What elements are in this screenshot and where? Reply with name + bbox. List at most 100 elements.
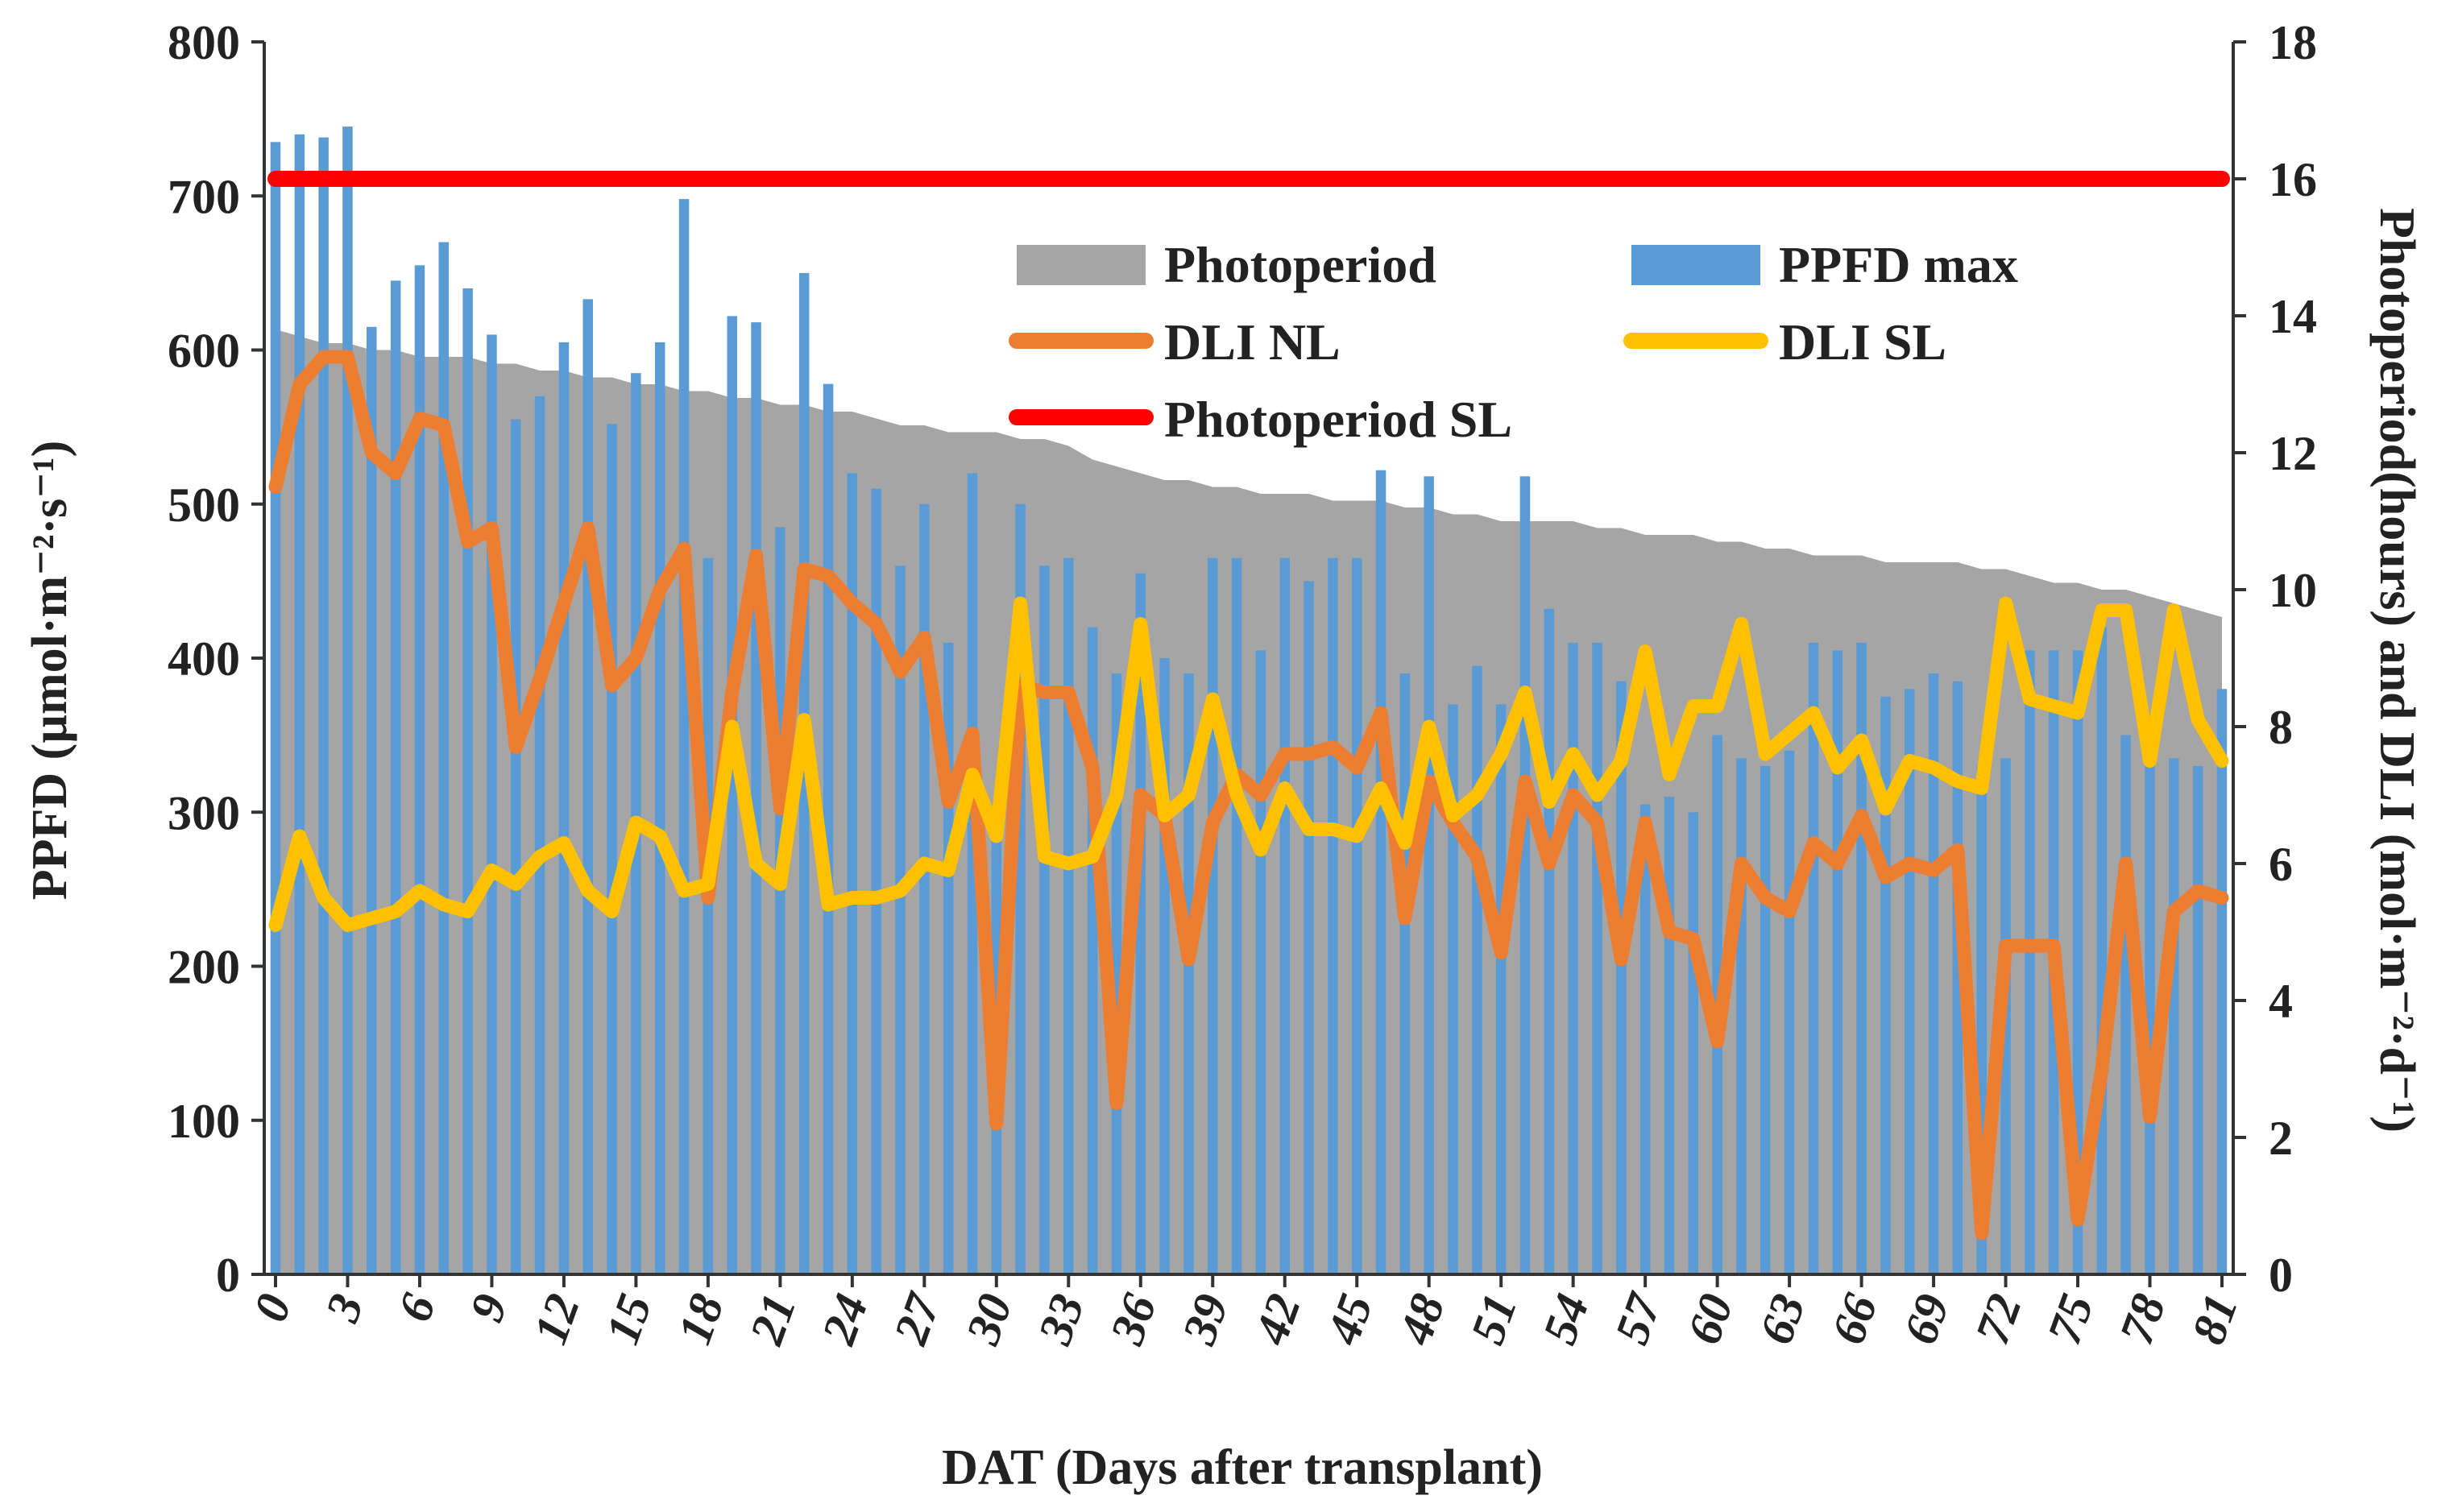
- ppfd-max-bar: [1856, 642, 1867, 1274]
- ppfd-max-bar: [1592, 642, 1602, 1274]
- x-tick-label: 6: [388, 1287, 446, 1328]
- ppfd-max-bar: [270, 142, 281, 1274]
- legend-entry-ppfd-max: PPFD max: [1631, 236, 2018, 293]
- x-tick-label: 69: [1893, 1287, 1960, 1351]
- ppfd-max-bar: [1688, 812, 1698, 1275]
- x-tick-label: 3: [315, 1287, 374, 1329]
- ppfd-max-bar: [1880, 696, 1891, 1274]
- ppfd-max-bar: [1279, 557, 1290, 1274]
- ppfd-max-bar: [1905, 689, 1915, 1275]
- x-tick-label: 42: [1244, 1287, 1311, 1352]
- ppfd-max-bar: [1208, 557, 1218, 1274]
- ppfd-max-bar: [847, 473, 858, 1274]
- right-y-tick-label: 12: [2269, 427, 2317, 480]
- ppfd-max-bar: [1519, 476, 1531, 1274]
- right-y-tick-label: 14: [2269, 290, 2317, 343]
- x-tick-label: 15: [595, 1287, 662, 1351]
- right-y-tick-label: 2: [2269, 1112, 2293, 1165]
- legend-label-photoperiod: Photoperiod: [1164, 236, 1436, 293]
- left-y-tick-label: 700: [168, 170, 240, 223]
- x-tick-label: 36: [1100, 1287, 1167, 1352]
- left-y-tick-label: 400: [168, 632, 240, 686]
- ppfd-max-bar: [294, 134, 305, 1275]
- ppfd-max-bar: [871, 488, 881, 1274]
- ppfd-max-bar: [2120, 735, 2131, 1274]
- ppfd-max-bar: [318, 137, 329, 1275]
- x-tick-label: 78: [2109, 1287, 2176, 1351]
- legend-entry-dli-sl: DLI SL: [1623, 313, 1946, 371]
- ppfd-max-bar: [534, 396, 545, 1274]
- left-y-tick-label: 300: [168, 786, 240, 839]
- ppfd-max-bar: [1448, 704, 1458, 1274]
- legend-swatch-photoperiod: [1017, 245, 1146, 285]
- ppfd-max-bar: [607, 424, 617, 1274]
- x-axis-title: DAT (Days after transplant): [942, 1440, 1543, 1495]
- left-y-tick-label: 200: [168, 941, 240, 994]
- ppfd-max-bar: [1255, 650, 1266, 1274]
- ppfd-max-bar: [2145, 750, 2155, 1275]
- ppfd-max-bar: [414, 265, 425, 1274]
- x-tick-label: 63: [1749, 1287, 1816, 1351]
- ppfd-max-bar: [775, 527, 785, 1274]
- right-y-tick-label: 18: [2269, 16, 2317, 69]
- ppfd-max-bar: [1352, 557, 1362, 1274]
- left-y-tick-label: 500: [168, 478, 240, 532]
- x-tick-label: 81: [2182, 1287, 2249, 1351]
- left-y-tick-label: 0: [216, 1249, 240, 1302]
- ppfd-max-bar: [727, 316, 737, 1274]
- ppfd-max-bar: [703, 557, 714, 1274]
- x-tick-label: 9: [459, 1287, 517, 1328]
- x-tick-label: 12: [524, 1287, 591, 1351]
- plot-area: [267, 126, 2230, 1275]
- ppfd-max-bar: [1231, 557, 1242, 1274]
- x-tick-label: 30: [955, 1287, 1022, 1352]
- legend-entry-photoperiod: Photoperiod: [1017, 236, 1436, 293]
- ppfd-max-bar: [2169, 758, 2179, 1274]
- ppfd-max-bar: [1183, 673, 1194, 1274]
- ppfd-max-bar: [2192, 765, 2203, 1274]
- ppfd-max-bar: [1664, 797, 1675, 1274]
- x-tick-label: 27: [884, 1286, 951, 1352]
- x-tick-label: 21: [740, 1287, 806, 1352]
- x-tick-label: 60: [1677, 1287, 1743, 1351]
- ppfd-max-bar: [1760, 765, 1771, 1274]
- ppfd-max-bar: [1928, 673, 1939, 1274]
- x-tick-label: 45: [1316, 1287, 1383, 1352]
- ppfd-max-bar: [1544, 608, 1555, 1274]
- right-y-tick-label: 10: [2269, 564, 2317, 617]
- x-tick-label: 48: [1388, 1287, 1455, 1352]
- dli-sl-line: [268, 596, 2229, 932]
- x-tick-label: 33: [1028, 1287, 1095, 1352]
- ppfd-max-bar: [1087, 627, 1098, 1275]
- x-tick-label: 18: [668, 1287, 735, 1351]
- legend-entry-photoperiod-sl: Photoperiod SL: [1009, 391, 1512, 448]
- dli-nl-line: [268, 350, 2229, 1241]
- right-y-tick-label: 8: [2269, 701, 2293, 754]
- legend: Photoperiod PPFD max DLI NL DLI SL Photo…: [1009, 236, 2018, 448]
- ppfd-max-bar: [462, 288, 473, 1274]
- ppfd-max-bar: [1616, 681, 1627, 1274]
- ppfd-max-bar: [1424, 476, 1434, 1274]
- ppfd-max-bar: [823, 383, 834, 1275]
- ppfd-max-bar: [751, 322, 761, 1275]
- ppfd-max-bar: [367, 326, 377, 1274]
- x-tick-label: 54: [1532, 1287, 1599, 1351]
- legend-entry-dli-nl: DLI NL: [1009, 313, 1341, 371]
- ppfd-max-bar: [1111, 673, 1122, 1274]
- legend-label-ppfd-max: PPFD max: [1779, 236, 2018, 293]
- ppfd-max-bar: [655, 342, 665, 1274]
- x-tick-label: 75: [2037, 1287, 2104, 1351]
- right-y-axis-title: Photoperiod(hours) and DLI (mol·m⁻²·d⁻¹): [2369, 208, 2424, 1133]
- ppfd-max-bar: [919, 503, 930, 1275]
- left-y-axis-title: PPFD (µmol·m⁻²·s⁻¹): [23, 441, 77, 901]
- x-tick-label: 57: [1605, 1286, 1672, 1351]
- legend-label-dli-sl: DLI SL: [1779, 313, 1946, 371]
- x-tick-label: 24: [811, 1287, 878, 1352]
- ppfd-max-bar: [1328, 557, 1338, 1274]
- x-tick-label: 51: [1461, 1287, 1527, 1351]
- ppfd-max-bar: [438, 242, 449, 1275]
- ppfd-max-bar: [342, 126, 353, 1275]
- x-tick-label: 39: [1172, 1287, 1239, 1352]
- ppfd-max-bar: [2025, 650, 2035, 1274]
